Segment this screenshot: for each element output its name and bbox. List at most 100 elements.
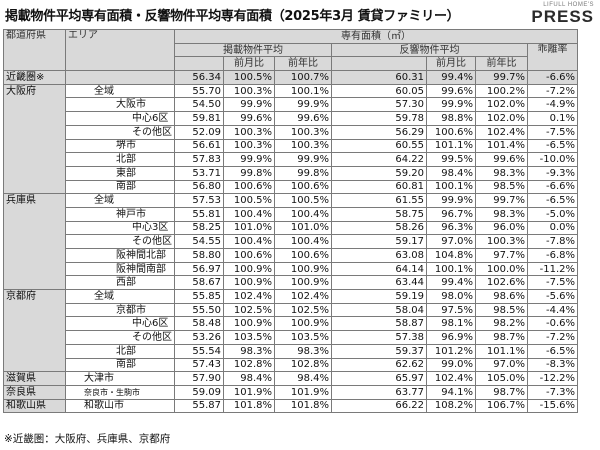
area-cell: 中心3区 — [65, 220, 175, 236]
response-yoy-cell: 98.5% — [475, 302, 528, 318]
pref-cell: 兵庫県 — [3, 193, 66, 208]
listing-mom-cell: 100.9% — [223, 316, 275, 332]
listing-yoy-cell: 100.4% — [274, 206, 332, 222]
listing-mom-cell: 99.6% — [223, 111, 275, 126]
gap-rate-cell: -6.6% — [527, 70, 578, 85]
response-yoy-cell: 98.5% — [475, 179, 528, 195]
table-row: 阪神間南部 56.97 100.9% 100.9% 64.14 100.1% 100.0% -… — [3, 261, 578, 277]
gap-rate-cell: 0.0% — [527, 220, 578, 236]
response-mom-cell: 102.4% — [426, 371, 476, 386]
header-listing-mom: 前月比 — [223, 56, 275, 72]
response-area-cell: 58.75 — [331, 206, 427, 222]
pref-cell — [3, 316, 66, 331]
response-yoy-cell: 99.6% — [475, 152, 528, 167]
response-mom-cell: 101.2% — [426, 343, 476, 359]
pref-cell — [3, 166, 66, 181]
response-yoy-cell: 99.7% — [475, 70, 528, 85]
response-yoy-cell: 98.3% — [475, 206, 528, 222]
pref-cell — [3, 275, 66, 291]
response-mom-cell: 98.4% — [426, 165, 476, 181]
area-cell: 全域 — [65, 83, 175, 99]
table-row: 北部 55.54 98.3% 98.3% 59.37 101.2% 101.1% -6.5% — [3, 343, 578, 359]
listing-area-cell: 57.90 — [174, 371, 224, 386]
response-area-cell: 64.14 — [331, 261, 427, 277]
pref-cell: 奈良県 — [3, 384, 66, 400]
gap-rate-cell: -6.8% — [527, 248, 578, 263]
listing-area-cell: 55.85 — [174, 289, 224, 304]
gap-rate-cell: -6.6% — [527, 179, 578, 195]
response-mom-cell: 100.1% — [426, 179, 476, 195]
response-mom-cell: 98.1% — [426, 316, 476, 332]
pref-cell — [3, 248, 66, 263]
listing-yoy-cell: 100.4% — [274, 234, 332, 249]
response-area-cell: 63.44 — [331, 275, 427, 291]
listing-yoy-cell: 101.9% — [274, 384, 332, 400]
pref-cell — [3, 330, 66, 345]
response-mom-cell: 99.5% — [426, 152, 476, 167]
response-area-cell: 57.30 — [331, 97, 427, 113]
listing-mom-cell: 100.3% — [223, 124, 275, 140]
area-cell: その他区 — [65, 124, 175, 140]
response-area-cell: 63.08 — [331, 248, 427, 263]
header-blank-2 — [331, 56, 427, 72]
response-area-cell: 66.22 — [331, 398, 427, 414]
listing-mom-cell: 99.9% — [223, 97, 275, 113]
listing-yoy-cell: 100.9% — [274, 261, 332, 277]
pref-cell — [3, 125, 66, 139]
pref-cell — [3, 139, 66, 153]
header-response-yoy: 前年比 — [475, 56, 528, 72]
listing-yoy-cell: 101.0% — [274, 220, 332, 236]
response-area-cell: 59.37 — [331, 343, 427, 359]
gap-rate-cell: -5.6% — [527, 289, 578, 304]
gap-rate-cell: -7.3% — [527, 384, 578, 400]
gap-rate-cell: -0.6% — [527, 316, 578, 332]
pref-cell: 大阪府 — [3, 83, 66, 98]
listing-area-cell: 54.55 — [174, 234, 224, 249]
response-yoy-cell: 102.0% — [475, 97, 528, 113]
response-yoy-cell: 98.6% — [475, 289, 528, 304]
listing-mom-cell: 100.3% — [223, 138, 275, 154]
listing-mom-cell: 98.4% — [223, 371, 275, 386]
listing-area-cell: 55.81 — [174, 206, 224, 222]
pref-cell: 近畿圏※ — [3, 70, 66, 85]
listing-mom-cell: 99.8% — [223, 165, 275, 181]
response-mom-cell: 96.7% — [426, 206, 476, 222]
gap-rate-cell: -11.2% — [527, 261, 578, 277]
response-area-cell: 65.97 — [331, 371, 427, 386]
listing-yoy-cell: 100.1% — [274, 83, 332, 99]
listing-mom-cell: 100.5% — [223, 70, 275, 85]
header-gap: 乖離率 — [527, 42, 578, 72]
pref-cell — [3, 344, 66, 358]
listing-yoy-cell: 100.9% — [274, 316, 332, 332]
listing-yoy-cell: 102.8% — [274, 357, 332, 373]
listing-mom-cell: 101.8% — [223, 398, 275, 414]
table-row: 近畿圏※ 56.34 100.5% 100.7% 60.31 99.4% 99.7% -6.6… — [3, 70, 578, 85]
pref-cell — [3, 262, 66, 276]
response-mom-cell: 104.8% — [426, 248, 476, 263]
listing-yoy-cell: 98.4% — [274, 371, 332, 386]
listing-area-cell: 56.97 — [174, 261, 224, 277]
table-row: 阪神間北部 58.80 100.6% 100.6% 63.08 104.8% 97.7% -6… — [3, 248, 578, 263]
listing-area-cell: 53.71 — [174, 165, 224, 181]
response-yoy-cell: 102.6% — [475, 275, 528, 291]
table-row: 神戸市 55.81 100.4% 100.4% 58.75 96.7% 98.3% -5.0% — [3, 206, 578, 222]
area-cell: 阪神間北部 — [65, 248, 175, 263]
response-yoy-cell: 106.7% — [475, 398, 528, 414]
listing-area-cell: 58.67 — [174, 275, 224, 291]
brand-logo: LIFULL HOME'S PRESS — [531, 2, 594, 25]
area-cell: 奈良市・生駒市 — [65, 384, 175, 400]
response-area-cell: 61.55 — [331, 193, 427, 208]
table-row: 中心6区 58.48 100.9% 100.9% 58.87 98.1% 98.2% -0.6… — [3, 316, 578, 332]
table-row: 西部 58.67 100.9% 100.9% 63.44 99.4% 102.6% -7.5% — [3, 275, 578, 291]
area-cell: 南部 — [65, 357, 175, 373]
response-yoy-cell: 96.0% — [475, 220, 528, 236]
table-row: その他区 53.26 103.5% 103.5% 57.38 96.9% 98.7% -7.2… — [3, 330, 578, 345]
listing-area-cell: 57.83 — [174, 152, 224, 167]
header-row-2: 掲載物件平均 反響物件平均 乖離率 — [4, 42, 578, 72]
listing-yoy-cell: 103.5% — [274, 330, 332, 345]
area-cell: 東部 — [65, 165, 175, 181]
response-area-cell: 59.20 — [331, 165, 427, 181]
area-cell: その他区 — [65, 330, 175, 345]
table-body: 近畿圏※ 56.34 100.5% 100.7% 60.31 99.4% 99.7% -6.6… — [3, 70, 578, 414]
area-cell: 神戸市 — [65, 206, 175, 222]
